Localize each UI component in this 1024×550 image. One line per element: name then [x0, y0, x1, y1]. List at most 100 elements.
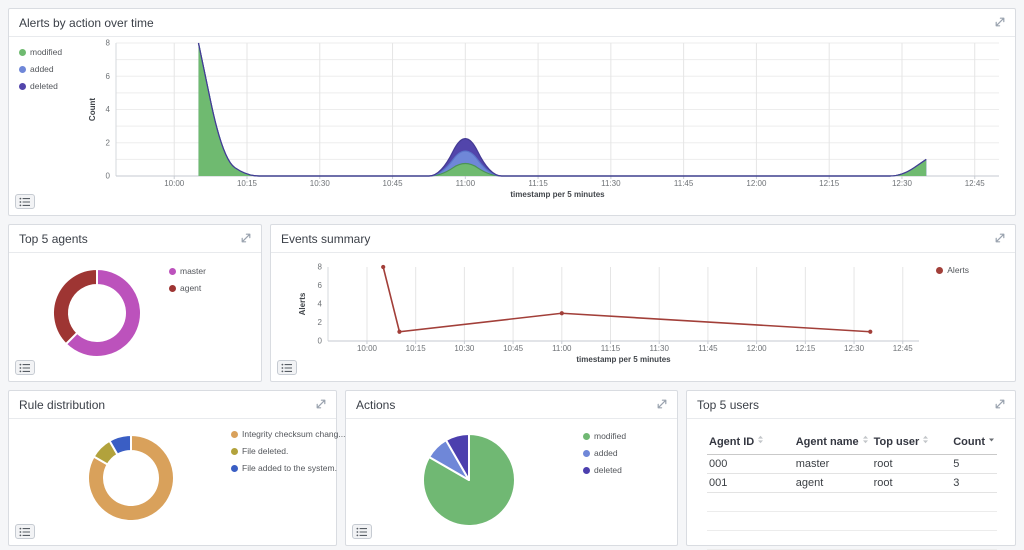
legend-toggle-button[interactable]	[352, 524, 372, 539]
table-cell: 001	[707, 473, 794, 493]
legend-item[interactable]: File deleted.	[231, 446, 345, 456]
chart-legend: master agent	[169, 266, 206, 300]
legend-item[interactable]: master	[169, 266, 206, 276]
legend-item[interactable]: added	[19, 64, 62, 74]
panel-actions: Actions modified added deleted	[345, 390, 678, 546]
svg-text:timestamp per 5 minutes: timestamp per 5 minutes	[510, 190, 605, 199]
panel-events-summary: Events summary Alerts 10:00 10:15 10:30 10:…	[270, 224, 1016, 382]
legend-color-dot	[583, 449, 590, 457]
legend-color-dot	[936, 266, 944, 274]
legend-toggle-button[interactable]	[15, 194, 35, 209]
svg-text:11:30: 11:30	[601, 179, 621, 188]
svg-text:timestamp per 5 minutes: timestamp per 5 minutes	[576, 355, 671, 364]
top-agents-donut-chart[interactable]	[9, 253, 261, 381]
legend-toggle-button[interactable]	[15, 524, 35, 539]
svg-text:12:30: 12:30	[892, 179, 913, 188]
legend-color-dot	[19, 65, 26, 73]
svg-text:10:30: 10:30	[310, 179, 331, 188]
svg-text:11:15: 11:15	[601, 344, 621, 353]
expand-button[interactable]	[653, 396, 671, 414]
legend-color-dot	[19, 82, 26, 90]
svg-text:11:00: 11:00	[552, 344, 572, 353]
table-empty-row	[707, 492, 997, 512]
column-header-count[interactable]: Count	[951, 431, 997, 455]
panel-title: Top 5 agents	[19, 232, 88, 246]
dashboard-row-1: Alerts by action over time modified added…	[8, 8, 1016, 216]
legend-color-dot	[231, 447, 238, 455]
column-header-top-user[interactable]: Top user	[871, 431, 952, 455]
legend-toggle-button[interactable]	[277, 360, 297, 375]
expand-button[interactable]	[991, 396, 1009, 414]
legend-label: added	[30, 64, 54, 74]
svg-text:11:00: 11:00	[456, 179, 476, 188]
svg-text:12:15: 12:15	[819, 179, 840, 188]
column-header-agent-id[interactable]: Agent ID	[707, 431, 794, 455]
svg-text:Count: Count	[88, 98, 97, 121]
legend-item[interactable]: Alerts	[936, 265, 969, 275]
svg-text:12:00: 12:00	[746, 179, 767, 188]
legend-label: File deleted.	[242, 446, 289, 456]
events-summary-line-chart[interactable]: 10:00 10:15 10:30 10:45 11:00 11:15 11:30 11:45…	[271, 253, 1015, 381]
legend-item[interactable]: added	[583, 448, 626, 458]
svg-text:12:45: 12:45	[965, 179, 986, 188]
legend-label: File added to the system.	[242, 463, 337, 473]
dashboard-row-2: Top 5 agents master agent	[8, 224, 1016, 382]
expand-button[interactable]	[991, 14, 1009, 32]
dashboard-row-3: Rule distribution Integrity checksum cha…	[8, 390, 1016, 550]
table-empty-cell	[707, 492, 997, 512]
svg-text:12:00: 12:00	[747, 344, 768, 353]
top-users-table: Agent ID Agent name Top user Count 000 master…	[707, 431, 997, 550]
legend-item[interactable]: modified	[583, 431, 626, 441]
legend-item[interactable]: deleted	[583, 465, 626, 475]
legend-item[interactable]: agent	[169, 283, 206, 293]
svg-text:Alerts: Alerts	[298, 292, 307, 315]
panel-header: Rule distribution	[9, 391, 336, 419]
panel-body: Integrity checksum chang... File deleted.…	[9, 419, 345, 545]
list-icon	[356, 527, 367, 536]
expand-button[interactable]	[237, 230, 255, 248]
expand-button[interactable]	[312, 396, 330, 414]
legend-item[interactable]: File added to the system.	[231, 463, 345, 473]
table-row: 000 master root 5	[707, 454, 997, 474]
table-cell: root	[871, 473, 952, 493]
legend-label: Alerts	[947, 265, 969, 275]
expand-button[interactable]	[991, 230, 1009, 248]
panel-title: Top 5 users	[697, 398, 760, 412]
legend-label: modified	[30, 47, 63, 57]
legend-item[interactable]: deleted	[19, 81, 62, 91]
chart-legend: Integrity checksum chang... File deleted.…	[231, 429, 345, 480]
list-icon	[19, 363, 30, 372]
table-empty-cell	[707, 530, 997, 550]
panel-title: Alerts by action over time	[19, 16, 154, 30]
table-cell: master	[793, 454, 872, 474]
legend-toggle-button[interactable]	[15, 360, 35, 375]
expand-icon	[995, 399, 1005, 408]
panel-body: modified added deleted	[346, 419, 677, 545]
table-row: 001 agent root 3	[707, 473, 997, 493]
panel-title: Rule distribution	[19, 398, 106, 412]
svg-text:12:45: 12:45	[893, 344, 914, 353]
table-empty-row	[707, 530, 997, 550]
legend-item[interactable]: modified	[19, 47, 62, 57]
svg-text:10:30: 10:30	[454, 344, 475, 353]
svg-text:12:30: 12:30	[844, 344, 865, 353]
legend-color-dot	[231, 430, 238, 438]
sort-desc-icon	[989, 438, 994, 442]
svg-text:6: 6	[318, 281, 323, 290]
panel-body: master agent	[9, 253, 261, 381]
actions-pie-chart[interactable]	[346, 419, 677, 545]
table-header-row: Agent ID Agent name Top user Count	[707, 431, 997, 455]
table-empty-row	[707, 511, 997, 531]
legend-item[interactable]: Integrity checksum chang...	[231, 429, 345, 439]
alerts-by-action-chart[interactable]: 10:00 10:15 10:30 10:45 11:00 11:15 11:30 11:45…	[9, 37, 1015, 215]
panel-header: Top 5 agents	[9, 225, 261, 253]
column-header-agent-name[interactable]: Agent name	[793, 431, 872, 455]
rule-distribution-donut-chart[interactable]	[9, 419, 336, 545]
legend-label: added	[594, 448, 618, 458]
panel-alerts-by-action: Alerts by action over time modified added…	[8, 8, 1016, 216]
svg-text:0: 0	[318, 337, 323, 346]
legend-label: deleted	[594, 465, 622, 475]
legend-color-dot	[169, 284, 176, 292]
svg-text:2: 2	[106, 138, 111, 147]
list-icon	[19, 527, 30, 536]
